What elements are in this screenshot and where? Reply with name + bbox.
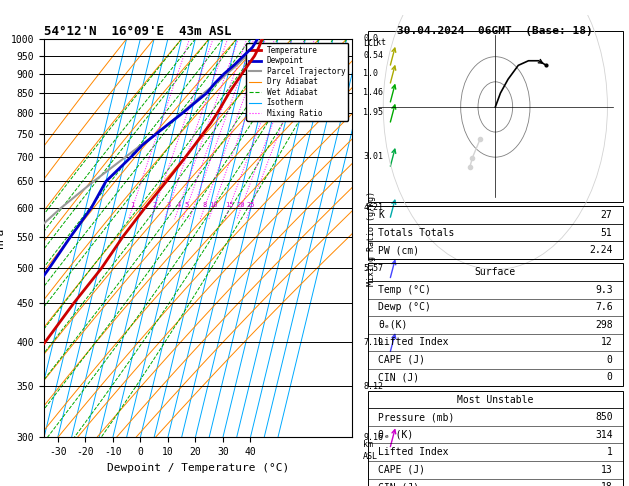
Text: 7.6: 7.6 — [595, 302, 613, 312]
Text: 4: 4 — [177, 202, 181, 208]
Text: Surface: Surface — [475, 267, 516, 277]
Text: 30.04.2024  06GMT  (Base: 18): 30.04.2024 06GMT (Base: 18) — [398, 26, 593, 36]
Text: Dewp (°C): Dewp (°C) — [378, 302, 431, 312]
Text: 314: 314 — [595, 430, 613, 440]
Text: Lifted Index: Lifted Index — [378, 447, 448, 457]
Text: Lifted Index: Lifted Index — [378, 337, 448, 347]
Text: CAPE (J): CAPE (J) — [378, 465, 425, 475]
Text: 1.0: 1.0 — [364, 69, 378, 78]
Text: 0.0: 0.0 — [364, 35, 378, 43]
Text: CIN (J): CIN (J) — [378, 483, 420, 486]
Text: ASL: ASL — [364, 452, 378, 461]
Text: Totals Totals: Totals Totals — [378, 227, 455, 238]
Text: 1.95: 1.95 — [364, 108, 383, 117]
Text: km: km — [364, 440, 373, 450]
Text: 12: 12 — [601, 337, 613, 347]
Text: 51: 51 — [601, 227, 613, 238]
Y-axis label: hPa: hPa — [0, 228, 5, 248]
Text: 27: 27 — [601, 210, 613, 220]
Text: 298: 298 — [595, 320, 613, 330]
Text: θₑ(K): θₑ(K) — [378, 320, 408, 330]
Text: 8: 8 — [202, 202, 206, 208]
Text: 0.54: 0.54 — [364, 52, 383, 60]
Text: 54°12'N  16°09'E  43m ASL: 54°12'N 16°09'E 43m ASL — [44, 25, 231, 38]
Bar — [368, 263, 623, 386]
Text: 0: 0 — [606, 372, 613, 382]
Text: PW (cm): PW (cm) — [378, 245, 420, 255]
Text: 850: 850 — [595, 412, 613, 422]
Text: 18: 18 — [601, 483, 613, 486]
Text: Pressure (mb): Pressure (mb) — [378, 412, 455, 422]
Text: 1: 1 — [606, 447, 613, 457]
X-axis label: Dewpoint / Temperature (°C): Dewpoint / Temperature (°C) — [107, 463, 289, 473]
Text: θₑ (K): θₑ (K) — [378, 430, 413, 440]
Text: 2.24: 2.24 — [589, 245, 613, 255]
Text: 25: 25 — [246, 202, 255, 208]
Bar — [368, 391, 623, 486]
Text: CAPE (J): CAPE (J) — [378, 355, 425, 365]
Text: Temp (°C): Temp (°C) — [378, 285, 431, 295]
Text: 7.19: 7.19 — [364, 338, 383, 347]
Text: 13: 13 — [601, 465, 613, 475]
Text: 8.12: 8.12 — [364, 382, 383, 391]
Text: 2: 2 — [152, 202, 157, 208]
Text: 1: 1 — [130, 202, 135, 208]
Text: kt: kt — [376, 38, 386, 47]
Legend: Temperature, Dewpoint, Parcel Trajectory, Dry Adiabat, Wet Adiabat, Isotherm, Mi: Temperature, Dewpoint, Parcel Trajectory… — [246, 43, 348, 121]
Text: Most Unstable: Most Unstable — [457, 395, 533, 405]
Text: 20: 20 — [237, 202, 245, 208]
Text: K: K — [378, 210, 384, 220]
Text: 3.01: 3.01 — [364, 153, 383, 161]
Text: LCL: LCL — [364, 39, 378, 49]
Text: 5.57: 5.57 — [364, 264, 383, 273]
Text: 9.3: 9.3 — [595, 285, 613, 295]
Bar — [368, 206, 623, 259]
Text: 15: 15 — [225, 202, 233, 208]
Text: 1.46: 1.46 — [364, 88, 383, 97]
Text: 0: 0 — [606, 355, 613, 365]
Text: Mixing Ratio (g/kg): Mixing Ratio (g/kg) — [367, 191, 376, 286]
Text: 4.21: 4.21 — [364, 204, 383, 212]
Text: 5: 5 — [184, 202, 189, 208]
Bar — [368, 31, 623, 202]
Text: CIN (J): CIN (J) — [378, 372, 420, 382]
Text: 9.16: 9.16 — [364, 433, 383, 442]
Text: 10: 10 — [209, 202, 217, 208]
Text: 3: 3 — [166, 202, 170, 208]
